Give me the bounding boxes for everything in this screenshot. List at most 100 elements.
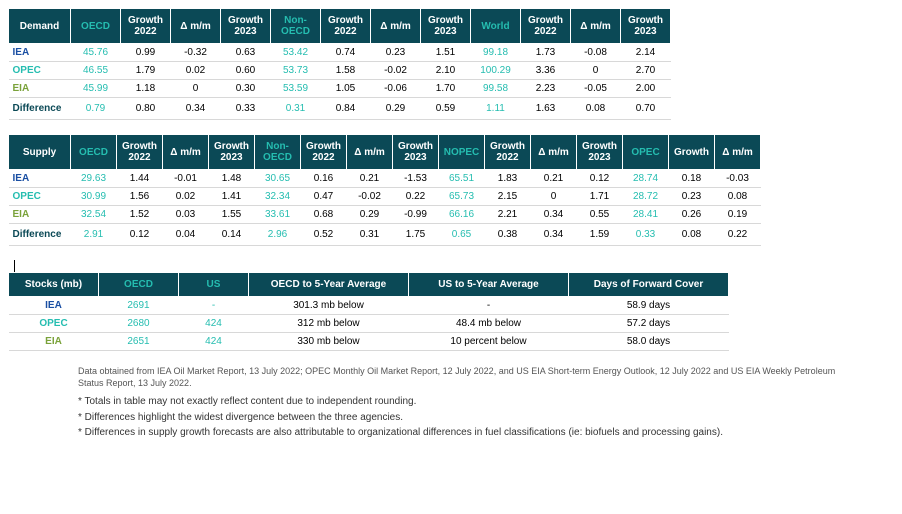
supply-header-1: OECD (71, 135, 117, 170)
stocks-table: Stocks (mb)OECDUSOECD to 5-Year AverageU… (8, 272, 729, 351)
demand-row-opec: OPEC46.551.790.020.6053.731.58-0.022.101… (9, 62, 671, 80)
demand-cell: 0.60 (221, 62, 271, 80)
supply-row-label: EIA (9, 206, 71, 224)
supply-header-7: Δ m/m (347, 135, 393, 170)
demand-cell: 1.63 (521, 98, 571, 120)
stocks-cell: 58.0 days (569, 333, 729, 351)
stocks-header-3: OECD to 5-Year Average (249, 273, 409, 297)
supply-cell: 0.52 (301, 224, 347, 246)
demand-cell: 0.02 (171, 62, 221, 80)
demand-cell: 45.99 (71, 80, 121, 98)
demand-cell: 0.84 (321, 98, 371, 120)
demand-header-5: Non-OECD (271, 9, 321, 44)
supply-cell: 0.34 (531, 224, 577, 246)
supply-cell: 0.68 (301, 206, 347, 224)
stocks-cell: 424 (179, 315, 249, 333)
demand-cell: 1.73 (521, 44, 571, 62)
supply-header-0: Supply (9, 135, 71, 170)
stocks-cell: 48.4 mb below (409, 315, 569, 333)
text-cursor (14, 260, 15, 272)
demand-cell: 3.36 (521, 62, 571, 80)
supply-cell: 0.21 (531, 170, 577, 188)
supply-cell: 1.52 (117, 206, 163, 224)
demand-cell: 0.29 (371, 98, 421, 120)
supply-cell: 0.22 (715, 224, 761, 246)
supply-cell: 1.71 (577, 188, 623, 206)
demand-cell: 1.70 (421, 80, 471, 98)
footnote-3: * Differences in supply growth forecasts… (78, 426, 838, 440)
supply-cell: 0.31 (347, 224, 393, 246)
demand-header-4: Growth 2023 (221, 9, 271, 44)
demand-row-label: EIA (9, 80, 71, 98)
demand-header-row: DemandOECDGrowth 2022Δ m/mGrowth 2023Non… (9, 9, 671, 44)
demand-cell: 99.58 (471, 80, 521, 98)
stocks-header-0: Stocks (mb) (9, 273, 99, 297)
supply-cell: 0.47 (301, 188, 347, 206)
stocks-row-label: OPEC (9, 315, 99, 333)
supply-cell: 0.55 (577, 206, 623, 224)
supply-header-3: Δ m/m (163, 135, 209, 170)
supply-cell: 28.72 (623, 188, 669, 206)
supply-header-6: Growth 2022 (301, 135, 347, 170)
demand-header-3: Δ m/m (171, 9, 221, 44)
supply-cell: 0.33 (623, 224, 669, 246)
supply-header-4: Growth 2023 (209, 135, 255, 170)
supply-header-5: Non-OECD (255, 135, 301, 170)
supply-cell: 0.08 (715, 188, 761, 206)
stocks-header-1: OECD (99, 273, 179, 297)
demand-header-12: Growth 2023 (621, 9, 671, 44)
stocks-header-4: US to 5-Year Average (409, 273, 569, 297)
supply-cell: 0.18 (669, 170, 715, 188)
supply-cell: 0.16 (301, 170, 347, 188)
supply-cell: 28.74 (623, 170, 669, 188)
supply-cell: 0.29 (347, 206, 393, 224)
supply-cell: 0.03 (163, 206, 209, 224)
supply-row-iea: IEA29.631.44-0.011.4830.650.160.21-1.536… (9, 170, 761, 188)
supply-cell: 1.41 (209, 188, 255, 206)
supply-row-label: Difference (9, 224, 71, 246)
supply-cell: 1.75 (393, 224, 439, 246)
stocks-row-eia: EIA2651424330 mb below10 percent below58… (9, 333, 729, 351)
stocks-row-label: IEA (9, 297, 99, 315)
supply-body: IEA29.631.44-0.011.4830.650.160.21-1.536… (9, 170, 761, 246)
demand-row-iea: IEA45.760.99-0.320.6353.420.740.231.5199… (9, 44, 671, 62)
supply-cell: 0.19 (715, 206, 761, 224)
supply-cell: 0.08 (669, 224, 715, 246)
demand-cell: 2.23 (521, 80, 571, 98)
supply-cell: 0.38 (485, 224, 531, 246)
demand-header-10: Growth 2022 (521, 9, 571, 44)
stocks-row-label: EIA (9, 333, 99, 351)
supply-header-14: Growth (669, 135, 715, 170)
supply-cell: 29.63 (71, 170, 117, 188)
demand-cell: 0.59 (421, 98, 471, 120)
demand-cell: 53.73 (271, 62, 321, 80)
demand-header-9: World (471, 9, 521, 44)
footnote-2: * Differences highlight the widest diver… (78, 411, 838, 425)
stocks-cell: 424 (179, 333, 249, 351)
stocks-cell: 58.9 days (569, 297, 729, 315)
supply-cell: 0.14 (209, 224, 255, 246)
demand-cell: 1.79 (121, 62, 171, 80)
demand-cell: 53.59 (271, 80, 321, 98)
demand-header-1: OECD (71, 9, 121, 44)
supply-row-eia: EIA32.541.520.031.5533.610.680.29-0.9966… (9, 206, 761, 224)
stocks-cell: - (409, 297, 569, 315)
supply-cell: 1.48 (209, 170, 255, 188)
footnote-1: * Totals in table may not exactly reflec… (78, 395, 838, 409)
supply-header-13: OPEC (623, 135, 669, 170)
demand-body: IEA45.760.99-0.320.6353.420.740.231.5199… (9, 44, 671, 120)
demand-cell: 0.34 (171, 98, 221, 120)
supply-cell: 2.91 (71, 224, 117, 246)
footnotes: Data obtained from IEA Oil Market Report… (78, 365, 838, 440)
demand-cell: 0 (571, 62, 621, 80)
demand-row-label: Difference (9, 98, 71, 120)
demand-table: DemandOECDGrowth 2022Δ m/mGrowth 2023Non… (8, 8, 671, 120)
demand-cell: 0.31 (271, 98, 321, 120)
supply-cell: 0.23 (669, 188, 715, 206)
supply-cell: 30.65 (255, 170, 301, 188)
stocks-cell: - (179, 297, 249, 315)
supply-cell: 66.16 (439, 206, 485, 224)
demand-cell: 46.55 (71, 62, 121, 80)
demand-cell: 0.23 (371, 44, 421, 62)
supply-header-8: Growth 2023 (393, 135, 439, 170)
